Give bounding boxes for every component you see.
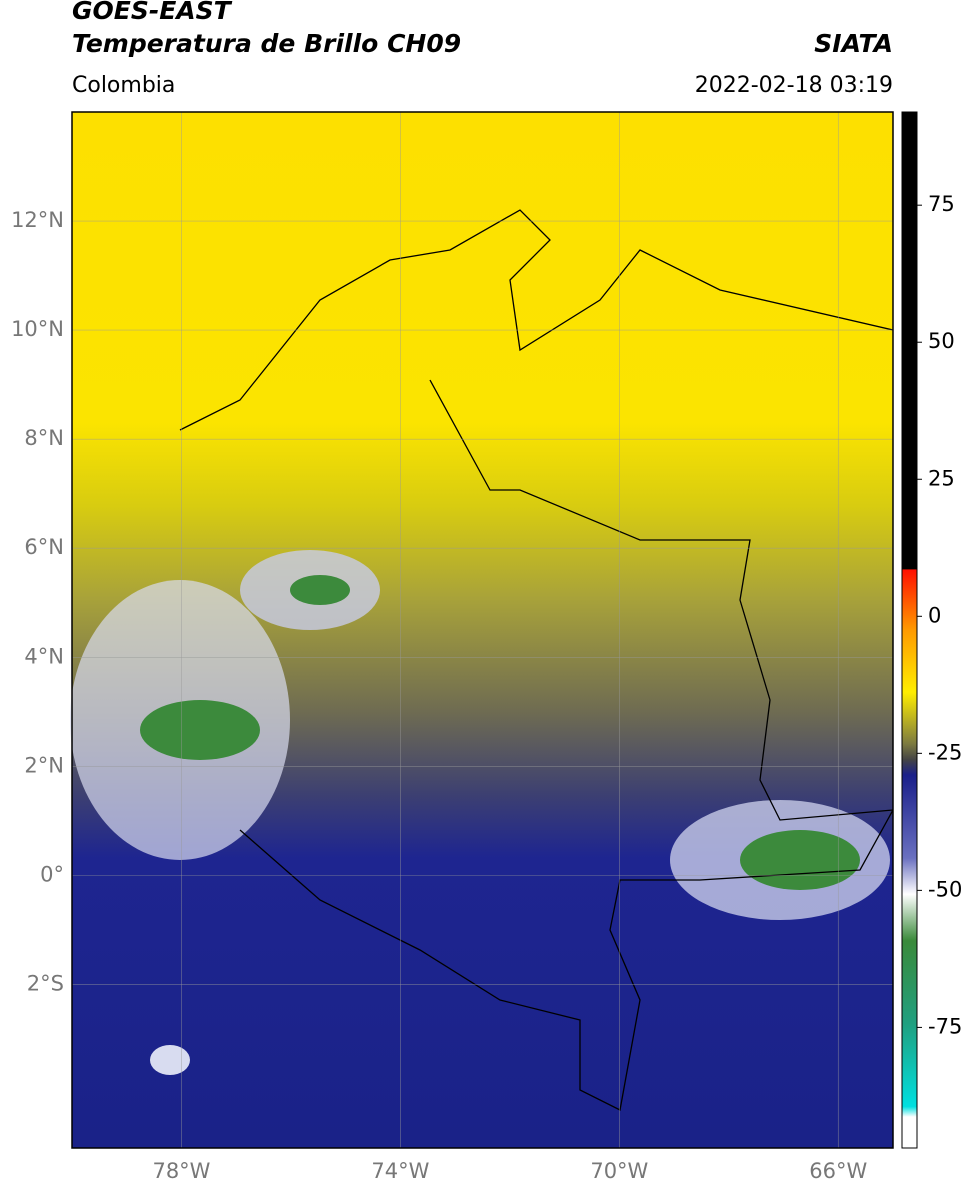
map-frame: [71, 111, 894, 1149]
x-tick-label: 78°W: [152, 1159, 210, 1183]
source: SIATA: [814, 29, 893, 58]
y-tick-label: 6°N: [24, 535, 64, 559]
colorbar-tick-label: 25: [928, 466, 955, 490]
colorbar-tick-label: -75: [928, 1014, 962, 1038]
title: GOES-EAST: [72, 0, 233, 25]
y-tick-label: 12°N: [11, 208, 64, 232]
y-tick-label: 2°N: [24, 753, 64, 777]
x-tick-label: 66°W: [809, 1159, 867, 1183]
y-tick-label: 8°N: [24, 426, 64, 450]
datetime: 2022-02-18 03:19: [695, 73, 893, 98]
coastline: [179, 209, 894, 431]
colorbar-tick-label: 50: [928, 329, 955, 353]
colorbar-tick-label: -25: [928, 740, 962, 764]
imagery: [70, 112, 894, 1148]
region: Colombia: [72, 73, 175, 98]
x-tick-label: 70°W: [590, 1159, 648, 1183]
colorbar-tick-label: -50: [928, 877, 962, 901]
subtitle: Temperatura de Brillo CH09: [72, 29, 461, 58]
border: [239, 809, 894, 1111]
y-tick-label: 0°: [40, 862, 64, 886]
border: [429, 379, 894, 821]
y-tick-label: 4°N: [24, 644, 64, 668]
colorbar-tick-label: 0: [928, 603, 941, 627]
colorbar: [901, 111, 918, 1149]
y-tick-label: 2°S: [27, 971, 64, 995]
colorbar-tick-label: 75: [928, 192, 955, 216]
y-tick-label: 10°N: [11, 317, 64, 341]
x-tick-label: 74°W: [371, 1159, 429, 1183]
